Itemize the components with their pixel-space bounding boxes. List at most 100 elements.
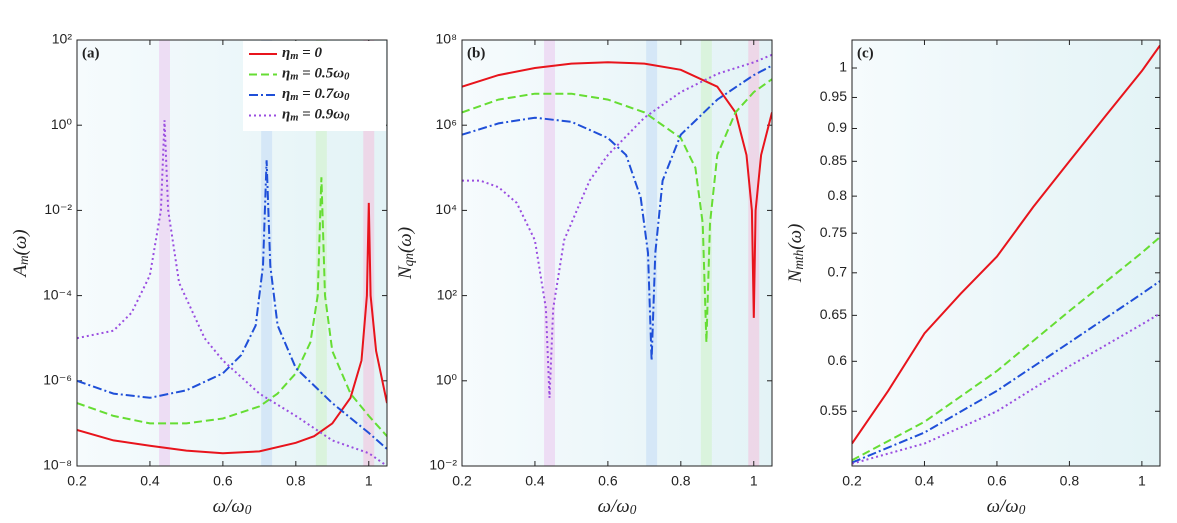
y-tick-label: 10⁻² xyxy=(44,201,72,217)
y-tick-label: 10⁻⁸ xyxy=(43,457,72,473)
y-tick-label: 0.75 xyxy=(820,224,847,240)
highlight-band xyxy=(159,40,170,466)
legend-label: ηm = 0 xyxy=(282,45,322,62)
highlight-band xyxy=(646,40,658,466)
legend-box xyxy=(243,41,386,131)
plot-background xyxy=(462,40,772,466)
y-tick-label: 10⁸ xyxy=(436,31,458,47)
y-tick-label: 10⁰ xyxy=(51,116,73,132)
y-tick-label: 10⁰ xyxy=(436,372,458,388)
y-tick-label: 0.8 xyxy=(828,187,848,203)
subscript: 0 xyxy=(245,502,252,517)
subscript: 0 xyxy=(630,502,637,517)
text-part: η xyxy=(282,66,290,82)
series-line xyxy=(462,53,772,398)
highlight-band xyxy=(544,40,555,466)
text-part: (ω) xyxy=(395,227,416,253)
subscript: m xyxy=(290,72,298,83)
text-part: η xyxy=(282,86,290,102)
x-tick-label: 0.6 xyxy=(598,473,618,489)
y-axis-label: Nqn(ω) xyxy=(395,227,416,280)
y-axis-label: Nmth(ω) xyxy=(785,224,806,284)
x-tick-label: 0.8 xyxy=(286,473,306,489)
y-tick-label: 0.6 xyxy=(828,352,848,368)
y-axis-label: Am(ω) xyxy=(10,229,31,278)
axes-box xyxy=(851,39,1161,467)
x-tick-label: 0.6 xyxy=(213,473,233,489)
text-part: A xyxy=(10,265,31,279)
x-tick-label: 1 xyxy=(750,473,758,489)
highlight-band xyxy=(748,40,760,466)
y-tick-label: 10⁻² xyxy=(429,457,457,473)
subscript: 0 xyxy=(344,113,350,124)
y-tick-label: 0.85 xyxy=(820,152,847,168)
series-line xyxy=(852,44,1160,445)
series-line xyxy=(77,120,387,466)
subscript: 0 xyxy=(344,92,350,103)
x-axis-label: ω/ω0 xyxy=(213,496,252,517)
series-line xyxy=(462,64,772,361)
text-part: N xyxy=(785,268,806,283)
subscript: m xyxy=(16,255,31,265)
axes-box xyxy=(76,39,388,467)
x-tick-label: 0.2 xyxy=(452,473,472,489)
panel-label: (b) xyxy=(467,45,485,61)
text-part: N xyxy=(395,265,416,280)
text-part: = 0.7ω xyxy=(298,86,344,102)
panel-label: (c) xyxy=(857,45,874,61)
highlight-band xyxy=(315,40,327,466)
x-tick-label: 0.8 xyxy=(1060,473,1080,489)
x-axis-label: ω/ω0 xyxy=(987,496,1026,517)
subscript: 0 xyxy=(1019,502,1026,517)
series-line xyxy=(77,160,387,450)
y-tick-label: 0.55 xyxy=(820,402,847,418)
x-tick-label: 0.4 xyxy=(915,473,935,489)
text-part: = 0.5ω xyxy=(298,66,344,82)
y-tick-label: 1 xyxy=(839,59,847,75)
legend-label: ηm = 0.7ω0 xyxy=(282,86,350,103)
text-part: η xyxy=(282,107,290,123)
subscript: mth xyxy=(791,249,806,269)
series-line xyxy=(852,236,1160,462)
y-tick-label: 0.95 xyxy=(820,88,847,104)
axes-box xyxy=(461,39,773,467)
series-line xyxy=(77,177,387,437)
y-tick-label: 10⁻⁶ xyxy=(43,372,72,388)
series-line xyxy=(852,280,1160,464)
plot-background xyxy=(852,40,1160,466)
y-tick-label: 0.7 xyxy=(828,264,848,280)
subscript: 0 xyxy=(344,72,350,83)
y-tick-label: 10² xyxy=(437,286,458,302)
y-tick-label: 0.65 xyxy=(820,306,847,322)
text-part: ω/ω xyxy=(598,496,630,517)
highlight-band xyxy=(261,40,273,466)
subscript: qn xyxy=(401,253,416,267)
panel-label: (a) xyxy=(82,45,100,61)
text-part: ω/ω xyxy=(213,496,245,517)
x-tick-label: 0.6 xyxy=(987,473,1007,489)
subscript: m xyxy=(290,51,298,62)
y-tick-label: 0.9 xyxy=(828,119,848,135)
subscript: m xyxy=(290,92,298,103)
x-tick-label: 1 xyxy=(365,473,373,489)
legend-label: ηm = 0.9ω0 xyxy=(282,107,350,124)
highlight-band xyxy=(700,40,712,466)
y-tick-label: 10⁴ xyxy=(435,201,457,217)
text-part: = 0.9ω xyxy=(298,107,344,123)
text-part: η xyxy=(282,45,290,61)
subscript: m xyxy=(290,113,298,124)
x-tick-label: 1 xyxy=(1138,473,1146,489)
series-line xyxy=(462,78,772,343)
x-tick-label: 0.2 xyxy=(67,473,87,489)
x-axis-label: ω/ω0 xyxy=(598,496,637,517)
series-line xyxy=(77,202,387,455)
text-part: (ω) xyxy=(10,229,31,255)
y-tick-label: 10² xyxy=(52,31,73,47)
text-part: (ω) xyxy=(785,224,806,250)
x-tick-label: 0.4 xyxy=(140,473,160,489)
text-part: ω/ω xyxy=(987,496,1019,517)
x-tick-label: 0.4 xyxy=(525,473,545,489)
text-part: = 0 xyxy=(298,45,322,61)
x-tick-label: 0.8 xyxy=(671,473,691,489)
